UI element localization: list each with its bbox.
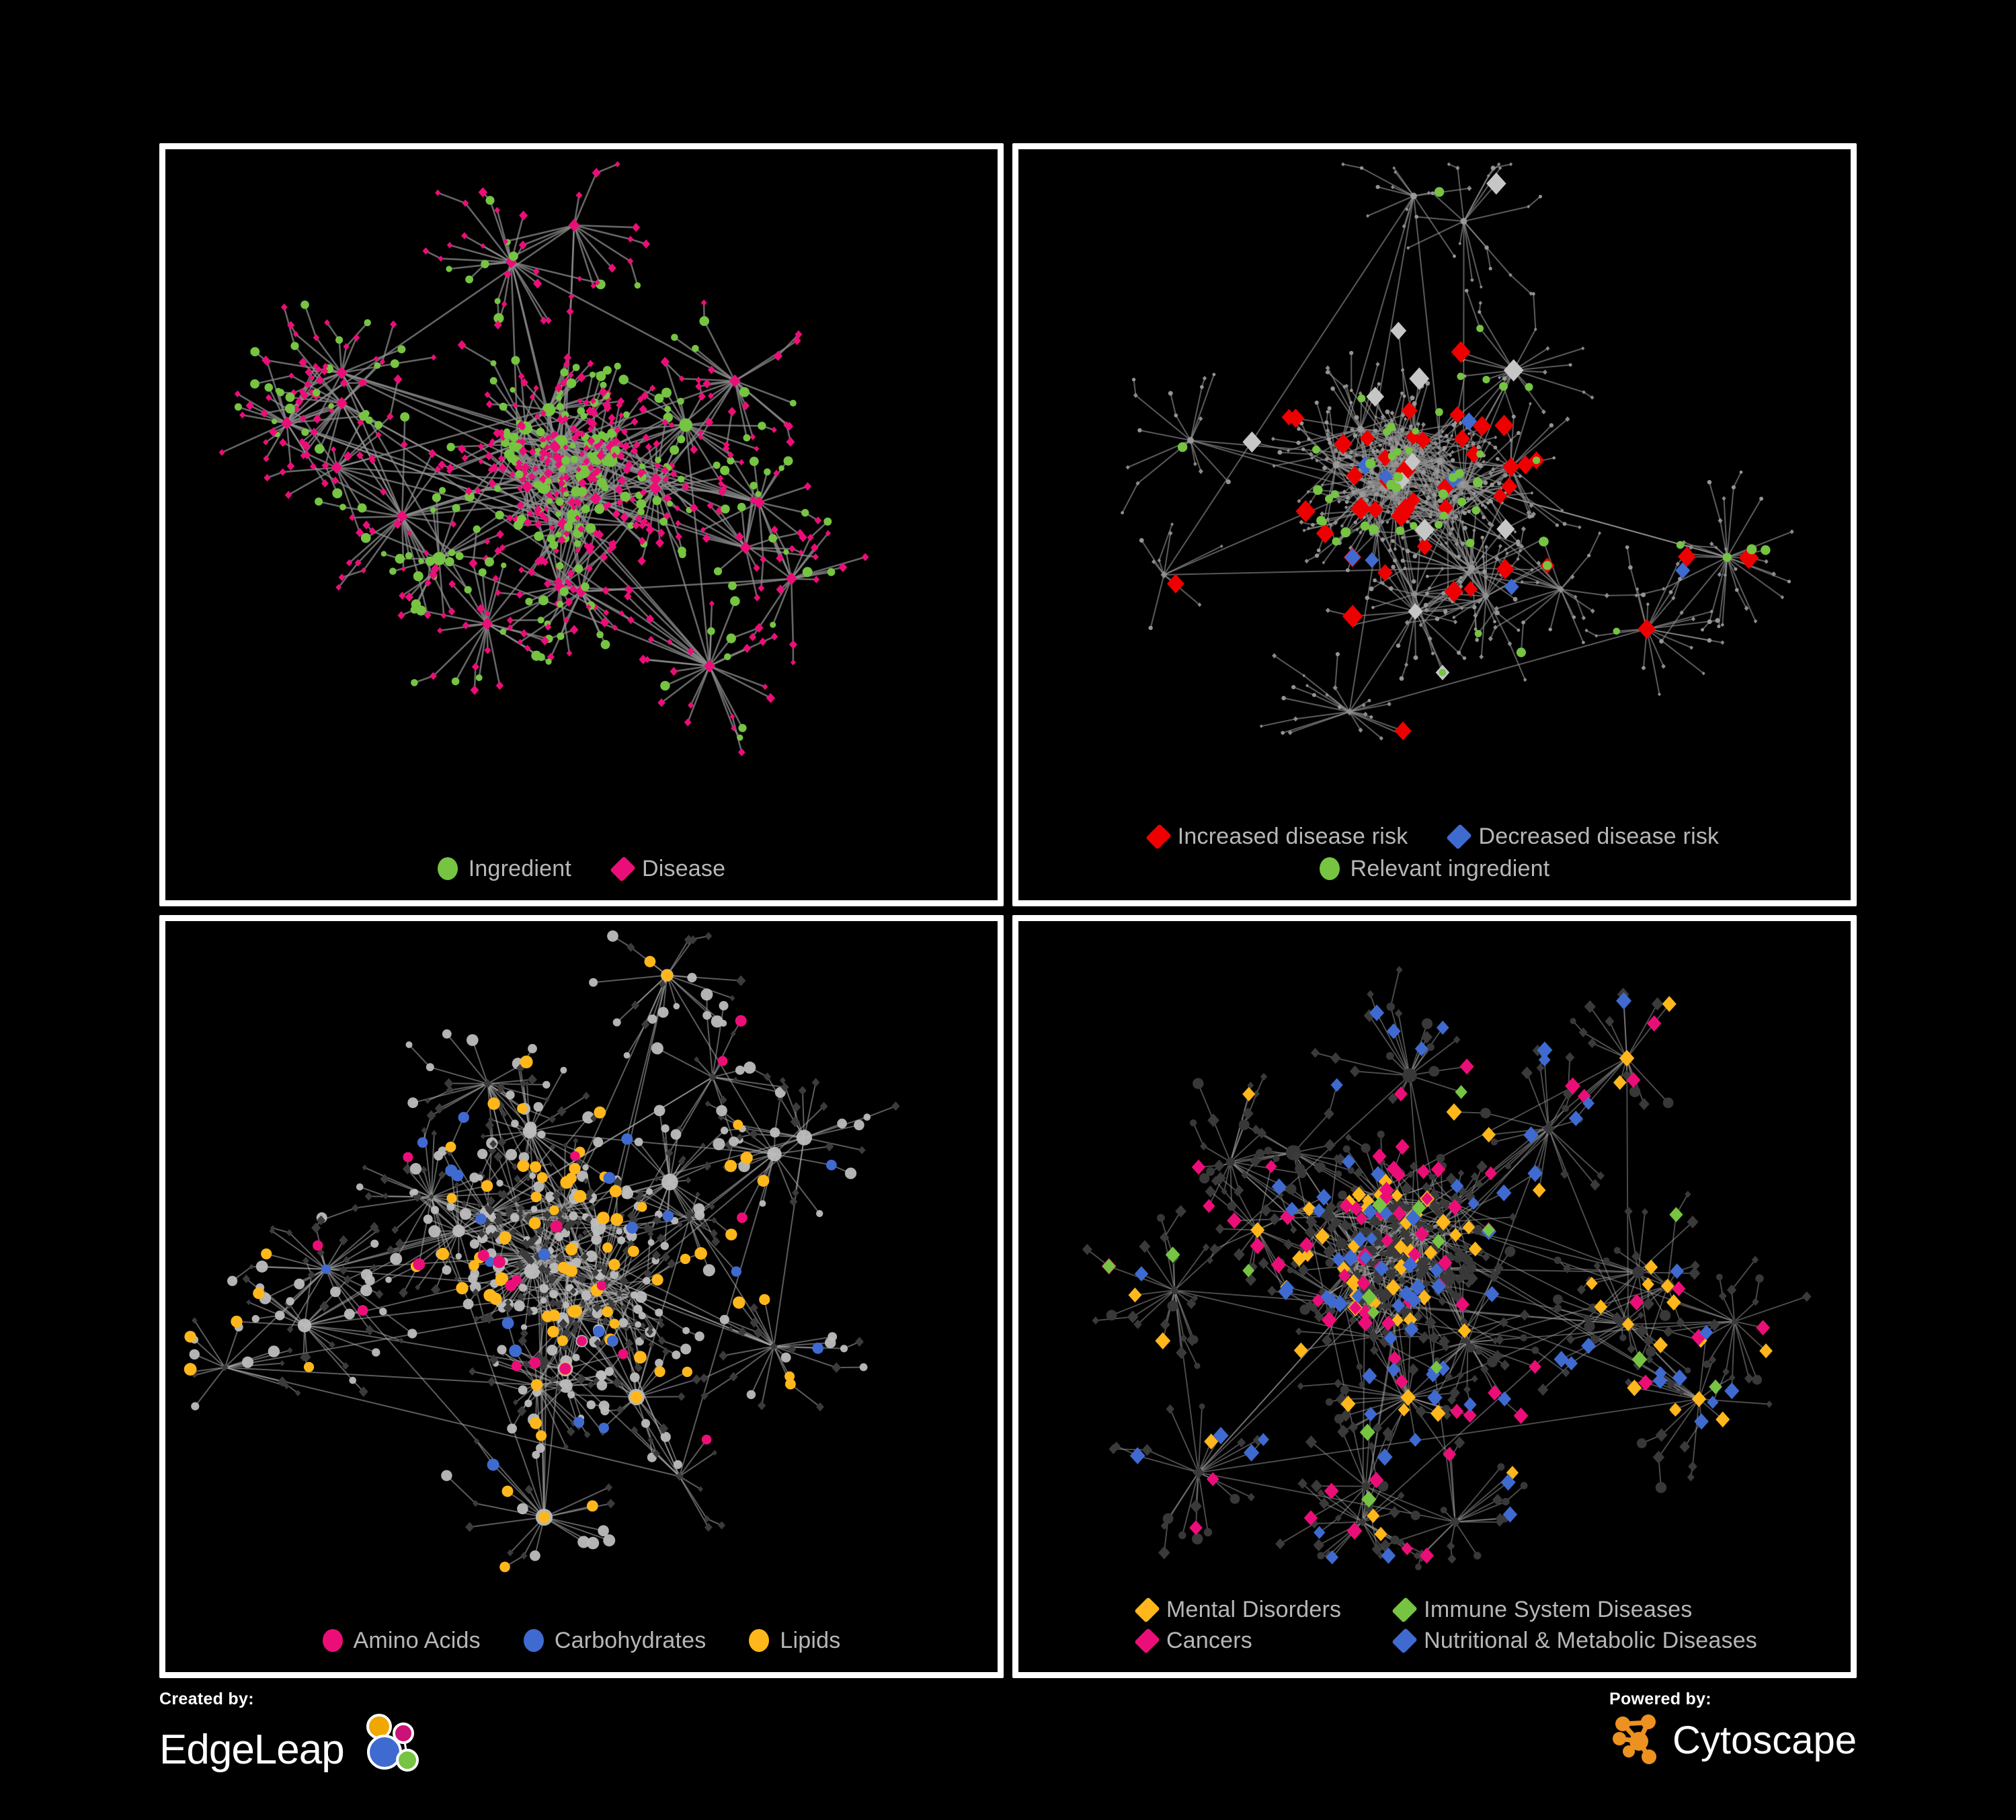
edgeleap-wordmark: EdgeLeap: [159, 1726, 345, 1773]
panel-disease-categories[interactable]: Mental Disorders Immune System Diseases …: [1012, 915, 1857, 1678]
cytoscape-logo: [1609, 1712, 1667, 1769]
created-by-edgeleap[interactable]: Created by: EdgeLeap: [159, 1690, 429, 1788]
panel-nutrients[interactable]: Amino Acids Carbohydrates Lipids: [159, 915, 1004, 1678]
powered-by-cytoscape[interactable]: Powered by:: [1609, 1690, 1857, 1769]
edgeleap-node-blue: [366, 1735, 402, 1770]
figure-footer: Created by: EdgeLeap: [159, 1684, 1857, 1805]
network-canvas-disease-categories: [1018, 921, 1851, 1672]
edgeleap-node-pink: [392, 1723, 414, 1744]
network-canvas-disease-risk: [1018, 149, 1851, 900]
edgeleap-lockup: EdgeLeap: [159, 1712, 429, 1788]
panel-grid: Ingredient Disease Increased disease ris…: [159, 143, 1857, 1678]
edgeleap-node-mark: [350, 1712, 429, 1788]
edgeleap-node-orange: [366, 1714, 392, 1739]
panel-disease-risk[interactable]: Increased disease risk Decreased disease…: [1012, 143, 1857, 906]
powered-by-kicker: Powered by:: [1609, 1690, 1711, 1708]
cytoscape-lockup: Cytoscape: [1609, 1712, 1857, 1769]
panel-ingredient-disease[interactable]: Ingredient Disease: [159, 143, 1004, 906]
edgeleap-node-green: [395, 1749, 419, 1772]
network-canvas-nutrients: [165, 921, 998, 1672]
network-canvas-ingredient-disease: [165, 149, 998, 900]
cytoscape-wordmark: Cytoscape: [1672, 1718, 1857, 1762]
created-by-kicker: Created by:: [159, 1690, 254, 1708]
